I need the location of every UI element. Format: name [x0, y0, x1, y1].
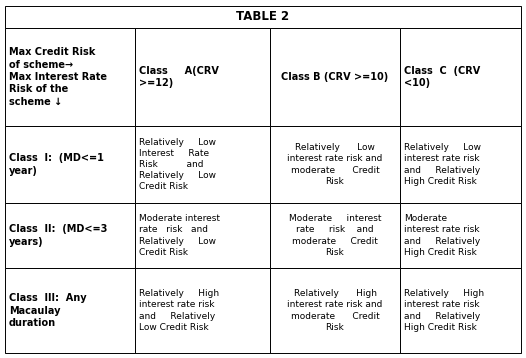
- Bar: [5, 268, 135, 353]
- Bar: [135, 28, 270, 126]
- Text: Relatively     High
interest rate risk
and     Relatively
High Credit Risk: Relatively High interest rate risk and R…: [404, 289, 484, 332]
- Bar: [270, 203, 400, 268]
- Text: Moderate
interest rate risk
and     Relatively
High Credit Risk: Moderate interest rate risk and Relative…: [404, 214, 480, 257]
- Text: Relatively     High
interest rate risk
and     Relatively
Low Credit Risk: Relatively High interest rate risk and R…: [139, 289, 219, 332]
- Text: Relatively      High
interest rate risk and
moderate      Credit
Risk: Relatively High interest rate risk and m…: [287, 289, 383, 332]
- Bar: [400, 126, 521, 203]
- Text: Class  I:  (MD<=1
year): Class I: (MD<=1 year): [9, 153, 104, 176]
- Text: Moderate     interest
rate     risk    and
moderate     Credit
Risk: Moderate interest rate risk and moderate…: [289, 214, 381, 257]
- Bar: [5, 126, 135, 203]
- Bar: [270, 126, 400, 203]
- Bar: [135, 126, 270, 203]
- Text: Class B (CRV >=10): Class B (CRV >=10): [281, 72, 389, 82]
- Text: Class  II:  (MD<=3
years): Class II: (MD<=3 years): [9, 224, 107, 247]
- Text: TABLE 2: TABLE 2: [237, 10, 289, 24]
- Bar: [400, 268, 521, 353]
- Bar: [5, 203, 135, 268]
- Bar: [270, 28, 400, 126]
- Text: Relatively     Low
interest rate risk
and     Relatively
High Credit Risk: Relatively Low interest rate risk and Re…: [404, 143, 481, 186]
- Bar: [5, 6, 521, 28]
- Bar: [400, 203, 521, 268]
- Bar: [135, 268, 270, 353]
- Text: Relatively      Low
interest rate risk and
moderate      Credit
Risk: Relatively Low interest rate risk and mo…: [287, 143, 383, 186]
- Text: Moderate interest
rate   risk   and
Relatively     Low
Credit Risk: Moderate interest rate risk and Relative…: [139, 214, 220, 257]
- Bar: [135, 203, 270, 268]
- Bar: [400, 28, 521, 126]
- Text: Class     A(CRV
>=12): Class A(CRV >=12): [139, 66, 219, 88]
- Text: Relatively     Low
Interest     Rate
Risk          and
Relatively     Low
Credit: Relatively Low Interest Rate Risk and Re…: [139, 138, 216, 191]
- Text: Class  III:  Any
Macaulay
duration: Class III: Any Macaulay duration: [9, 293, 87, 328]
- Text: Class  C  (CRV
<10): Class C (CRV <10): [404, 66, 480, 88]
- Bar: [270, 268, 400, 353]
- Bar: [5, 28, 135, 126]
- Text: Max Credit Risk
of scheme→
Max Interest Rate
Risk of the
scheme ↓: Max Credit Risk of scheme→ Max Interest …: [9, 47, 107, 107]
